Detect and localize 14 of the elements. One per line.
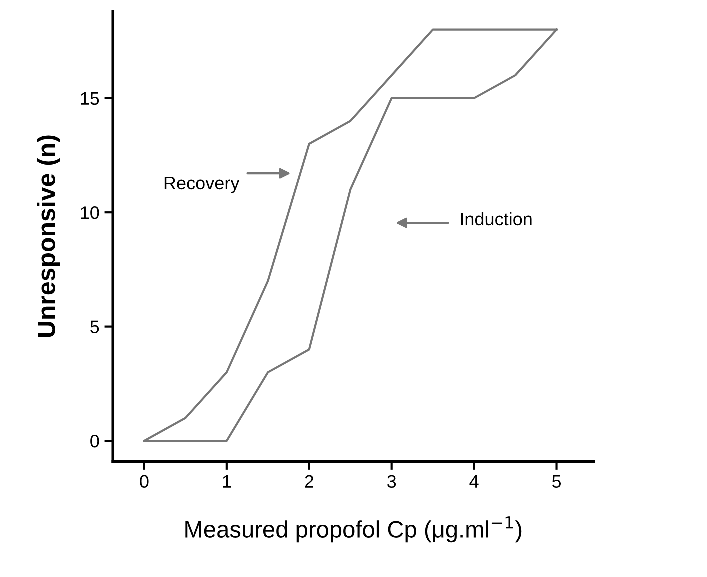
y-tick-label: 0 [90,434,100,448]
x-tick-label: 2 [305,475,314,488]
annotation: Recovery [164,177,240,194]
x-tick-label: 1 [223,475,232,488]
x-tick-label: 5 [552,475,562,488]
y-tick-label: 10 [81,206,100,220]
y-tick-label: 15 [81,92,100,106]
x-axis-title: Measured propofol Cp (μg.ml$^{−1}$) [186,516,522,543]
x-tick-label: 3 [388,475,396,488]
x-tick-label: 4 [470,475,479,488]
x-tick-label: 0 [140,475,149,488]
annotation: Induction [461,212,532,226]
y-tick-label: 5 [90,320,100,334]
y-axis-title: Unresponsive (n) [37,136,60,338]
